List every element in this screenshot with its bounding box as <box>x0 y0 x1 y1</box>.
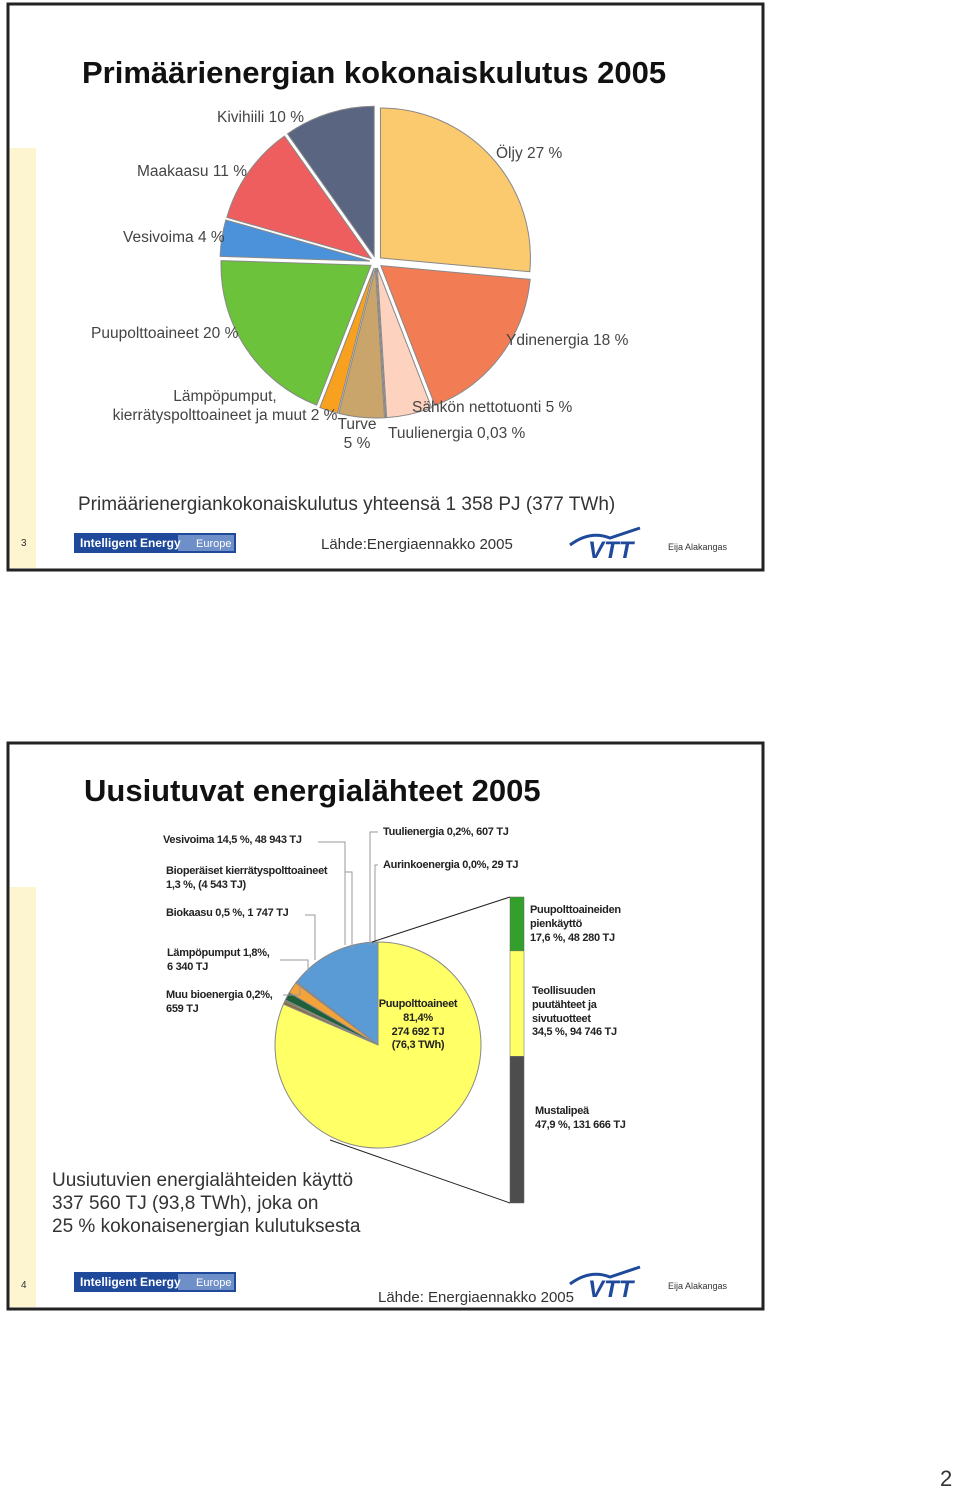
slice-label: Biokaasu 0,5 %, 1 747 TJ <box>166 907 289 919</box>
slice-label: Puupolttoaineet 20 % <box>91 325 239 342</box>
pie-slice <box>226 135 373 260</box>
bar-segment <box>509 896 525 952</box>
slice-label: Muu bioenergia 0,2%, 659 TJ <box>166 989 273 1015</box>
source: Lähde:Energiaennakko 2005 <box>321 536 513 553</box>
bar-segment <box>509 950 525 1057</box>
connector <box>371 896 511 943</box>
logo-text: Intelligent Energy <box>80 536 181 550</box>
logo-brand: VTT <box>588 1276 636 1303</box>
leader-line <box>369 831 378 945</box>
leader-line <box>283 985 301 996</box>
bar-segment <box>509 1056 525 1204</box>
leader-line <box>318 841 346 945</box>
logo-box <box>178 535 234 551</box>
slice-label: Vesivoima 14,5 %, 48 943 TJ <box>163 834 302 846</box>
logo-box <box>178 1274 234 1290</box>
slice-label: Lämpöpumput 1,8%, 6 340 TJ <box>167 947 270 973</box>
leader-line <box>374 864 378 945</box>
author: Eija Alakangas <box>668 542 728 552</box>
chart-title: Primäärienergian kokonaiskulutus 2005 <box>82 55 667 90</box>
slice-label: Puupolttoaineet 81,4% 274 692 TJ (76,3 T… <box>378 998 458 1052</box>
pie-slice <box>220 260 372 406</box>
slide-stripe <box>10 887 36 1307</box>
logo-text: Europe <box>196 538 231 550</box>
leader-line <box>305 914 316 960</box>
slice-label: Turve 5 % <box>337 416 377 452</box>
bar-label: Teollisuuden puutähteet ja sivutuotteet … <box>532 985 617 1039</box>
chart-note: Uusiutuvien energialähteiden käyttö 337 … <box>52 1170 361 1237</box>
connector <box>329 1139 511 1204</box>
logo-text: Intelligent Energy <box>80 1275 181 1289</box>
slice-label: Öljy 27 % <box>496 145 563 162</box>
slice-label: Vesivoima 4 % <box>123 229 225 246</box>
pie-slice <box>319 267 375 414</box>
slice-label: Tuulienergia 0,2%, 607 TJ <box>383 826 509 838</box>
leader-line <box>345 871 353 948</box>
slide-frame <box>6 2 765 572</box>
author: Eija Alakangas <box>668 1281 728 1291</box>
page-number: 2 <box>940 1466 953 1491</box>
slide-stripe <box>10 148 36 568</box>
pie-slice <box>375 267 387 419</box>
pie-slice <box>274 941 482 1149</box>
pie-slice <box>380 265 531 407</box>
pie-slice <box>376 267 433 419</box>
bar-label: Puupolttoaineiden pienkäyttö 17,6 %, 48 … <box>530 904 621 944</box>
logo-text: Europe <box>196 1277 231 1289</box>
slice-label: Tuulienergia 0,03 % <box>388 425 526 442</box>
slice-label: Ydinenergia 18 % <box>506 332 629 349</box>
slice-label: Bioperäiset kierrätyspolttoaineet 1,3 %,… <box>166 865 328 891</box>
source: Lähde: Energiaennakko 2005 <box>378 1289 574 1306</box>
chart-subtitle: Primäärienergiankokonaiskulutus yhteensä… <box>78 494 616 515</box>
slice-label: Aurinkoenergia 0,0%, 29 TJ <box>383 859 519 871</box>
logo-swoosh <box>569 1265 641 1286</box>
pie-slice <box>338 267 386 419</box>
bar-label: Mustalipeä 47,9 %, 131 666 TJ <box>535 1105 626 1131</box>
slice-label: Maakaasu 11 % <box>137 163 247 180</box>
slide-number: 3 <box>21 538 27 549</box>
slide-number: 4 <box>21 1280 27 1291</box>
pie-slice <box>219 219 371 262</box>
leader-line <box>280 959 309 972</box>
slice-label: Kivihiili 10 % <box>217 109 305 126</box>
slice-label: Lämpöpumput, kierrätyspolttoaineet ja mu… <box>112 388 338 424</box>
logo-brand: VTT <box>588 537 636 564</box>
pie-slice <box>286 105 375 258</box>
slice-label: Sähkön nettotuonti 5 % <box>412 399 573 416</box>
pie-slice <box>379 107 531 273</box>
chart-title: Uusiutuvat energialähteet 2005 <box>84 773 541 808</box>
logo-swoosh <box>569 526 641 547</box>
